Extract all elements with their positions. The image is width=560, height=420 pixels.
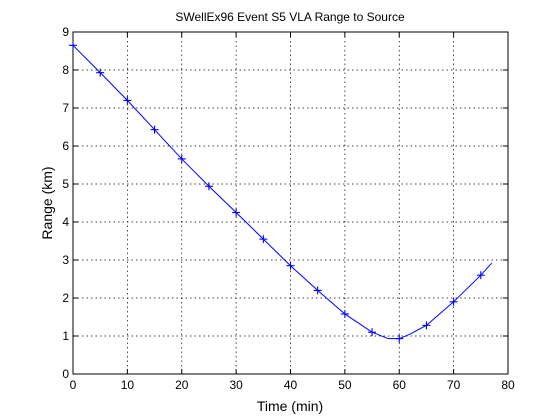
axis-ticks — [72, 31, 509, 375]
y-tick-label: 4 — [62, 215, 69, 229]
y-axis-title: Range (km) — [39, 166, 55, 239]
plus-marker — [368, 328, 377, 337]
plus-marker — [69, 41, 77, 50]
plus-marker — [204, 182, 213, 191]
chart-title: SWellEx96 Event S5 VLA Range to Source — [175, 10, 405, 24]
x-axis-title: Time (min) — [257, 398, 323, 414]
x-tick-label: 60 — [393, 378, 407, 392]
x-tick-label: 50 — [338, 378, 352, 392]
plus-marker — [313, 286, 322, 295]
plus-marker — [340, 309, 349, 318]
x-tick-label: 0 — [70, 378, 77, 392]
y-tick-label: 7 — [62, 101, 69, 115]
y-tick-label: 3 — [62, 253, 69, 267]
plus-marker — [150, 125, 159, 134]
y-tick-label: 2 — [62, 291, 69, 305]
plus-marker — [476, 271, 485, 280]
grid — [73, 32, 508, 374]
x-tick-label: 40 — [284, 378, 298, 392]
y-tick-label: 1 — [62, 329, 69, 343]
plus-marker — [286, 261, 295, 270]
y-tick-label: 0 — [62, 367, 69, 381]
series-layer — [69, 41, 493, 343]
x-tick-label: 20 — [175, 378, 189, 392]
plus-marker — [232, 208, 241, 217]
x-tick-label: 10 — [121, 378, 135, 392]
x-tick-label: 70 — [447, 378, 461, 392]
plus-marker — [177, 154, 186, 163]
y-tick-label: 9 — [62, 25, 69, 39]
plus-marker — [395, 334, 404, 343]
y-tick-labels: 0 1 2 3 4 5 6 7 8 9 — [62, 25, 69, 381]
plus-marker — [259, 235, 268, 244]
y-tick-label: 6 — [62, 139, 69, 153]
x-tick-label: 30 — [229, 378, 243, 392]
y-tick-label: 5 — [62, 177, 69, 191]
x-tick-labels: 0 10 20 30 40 50 60 70 80 — [70, 378, 515, 392]
plus-marker — [422, 321, 431, 330]
plus-marker — [449, 297, 458, 306]
plus-marker — [123, 96, 132, 105]
y-tick-label: 8 — [62, 63, 69, 77]
plus-marker — [96, 68, 105, 77]
x-tick-label: 80 — [501, 378, 515, 392]
